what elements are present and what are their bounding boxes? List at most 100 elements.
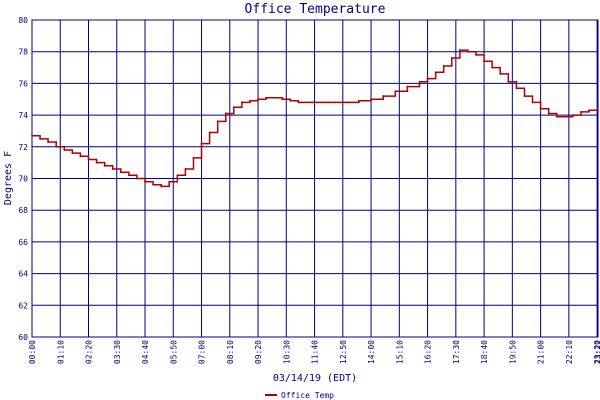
- data-point: [111, 168, 114, 170]
- y-tick-label: 76: [18, 79, 28, 88]
- data-point: [450, 57, 453, 59]
- y-tick-label: 74: [18, 111, 28, 120]
- data-point: [458, 49, 461, 52]
- data-point: [265, 96, 268, 99]
- data-point: [333, 101, 336, 104]
- data-point: [321, 101, 324, 104]
- x-tick-label: 01:10: [56, 340, 65, 364]
- data-point: [31, 134, 33, 137]
- y-tick-label: 80: [18, 16, 28, 25]
- y-tick-label: 64: [18, 270, 28, 279]
- x-tick-label: 21:00: [537, 340, 546, 364]
- data-point: [71, 152, 74, 155]
- y-tick-labels: 60 62 64 66 68 70 72 74 76 78 80: [18, 16, 28, 342]
- x-tick-label: 04:40: [141, 340, 150, 364]
- data-point: [580, 111, 582, 113]
- data-point: [483, 60, 485, 63]
- data-point: [418, 80, 421, 83]
- legend: Office Temp: [265, 391, 334, 400]
- data-point: [382, 95, 385, 97]
- data-point: [208, 131, 211, 134]
- data-point: [309, 101, 312, 104]
- plot-area: [31, 19, 599, 338]
- data-point: [79, 155, 82, 158]
- data-point: [87, 158, 90, 161]
- chart-title: Office Temperature: [245, 2, 386, 17]
- data-point: [515, 87, 518, 90]
- data-point: [345, 101, 348, 104]
- y-tick-label: 66: [18, 238, 28, 247]
- data-point: [467, 50, 469, 53]
- series-line-office-temp: [32, 49, 599, 188]
- x-tick-label: 16:20: [424, 340, 433, 364]
- x-tick-label: 09:20: [254, 340, 263, 364]
- data-point: [95, 161, 98, 164]
- data-point: [240, 101, 243, 104]
- data-point: [160, 185, 163, 188]
- data-point: [523, 95, 526, 97]
- data-point: [144, 180, 146, 183]
- data-point: [200, 142, 203, 145]
- data-point: [47, 141, 50, 143]
- data-point: [281, 98, 284, 101]
- x-tick-label: 22:10: [565, 340, 574, 364]
- x-tick-label: 23:22: [594, 340, 600, 364]
- x-tick-label: 18:40: [480, 340, 489, 364]
- x-tick-label: 08:10: [226, 340, 235, 364]
- x-tick-label: 03:30: [113, 340, 122, 364]
- data-point: [426, 77, 429, 80]
- x-tick-labels: 00:00 01:10 02:20 03:30 04:40 05:50 07:00 08:10…: [28, 340, 600, 364]
- data-point: [136, 177, 138, 180]
- data-point: [475, 53, 477, 56]
- x-tick-label: 17:30: [452, 340, 461, 364]
- data-point: [224, 112, 227, 115]
- data-point: [597, 107, 599, 110]
- data-point: [442, 65, 445, 67]
- data-point: [394, 90, 397, 93]
- x-tick-label: 11:40: [311, 340, 320, 364]
- x-tick-label: 00:00: [28, 340, 37, 364]
- x-tick-label: 23:20: [593, 340, 600, 364]
- data-point: [491, 66, 494, 69]
- data-point: [192, 156, 195, 159]
- data-point: [555, 115, 558, 118]
- data-point: [168, 180, 171, 183]
- x-tick-label: 05:50: [169, 340, 178, 364]
- data-point: [406, 85, 409, 88]
- data-point: [499, 72, 502, 75]
- y-tick-label: 72: [18, 143, 28, 152]
- data-point: [152, 183, 154, 186]
- data-point: [232, 106, 235, 109]
- y-axis-label: Degrees F: [3, 151, 14, 205]
- data-point: [127, 174, 130, 177]
- y-tick-label: 78: [18, 48, 28, 57]
- data-point: [289, 99, 292, 102]
- data-point: [249, 99, 251, 102]
- y-tick-label: 70: [18, 175, 28, 184]
- x-axis-label: 03/14/19 (EDT): [273, 373, 357, 384]
- x-tick-label: 07:00: [198, 340, 207, 364]
- x-tick-label: 15:10: [395, 340, 404, 364]
- data-point: [216, 120, 219, 123]
- x-tick-label: 02:20: [85, 340, 94, 364]
- data-point: [507, 80, 510, 83]
- y-tick-label: 60: [18, 333, 28, 342]
- data-point: [571, 114, 574, 116]
- data-point: [39, 137, 41, 140]
- y-tick-label: 62: [18, 301, 28, 310]
- data-point: [563, 115, 566, 118]
- data-point: [297, 101, 300, 104]
- data-point: [539, 107, 542, 110]
- data-point: [55, 145, 58, 148]
- data-point: [63, 149, 66, 151]
- data-point: [273, 96, 276, 99]
- data-point: [358, 99, 360, 102]
- x-tick-label: 19:50: [508, 340, 517, 364]
- data-point: [257, 98, 259, 101]
- data-point: [103, 164, 106, 167]
- data-point: [176, 174, 179, 177]
- x-tick-label: 10:30: [282, 340, 291, 364]
- x-tick-label: 14:00: [367, 340, 376, 364]
- data-point: [588, 109, 590, 112]
- legend-label: Office Temp: [281, 391, 334, 400]
